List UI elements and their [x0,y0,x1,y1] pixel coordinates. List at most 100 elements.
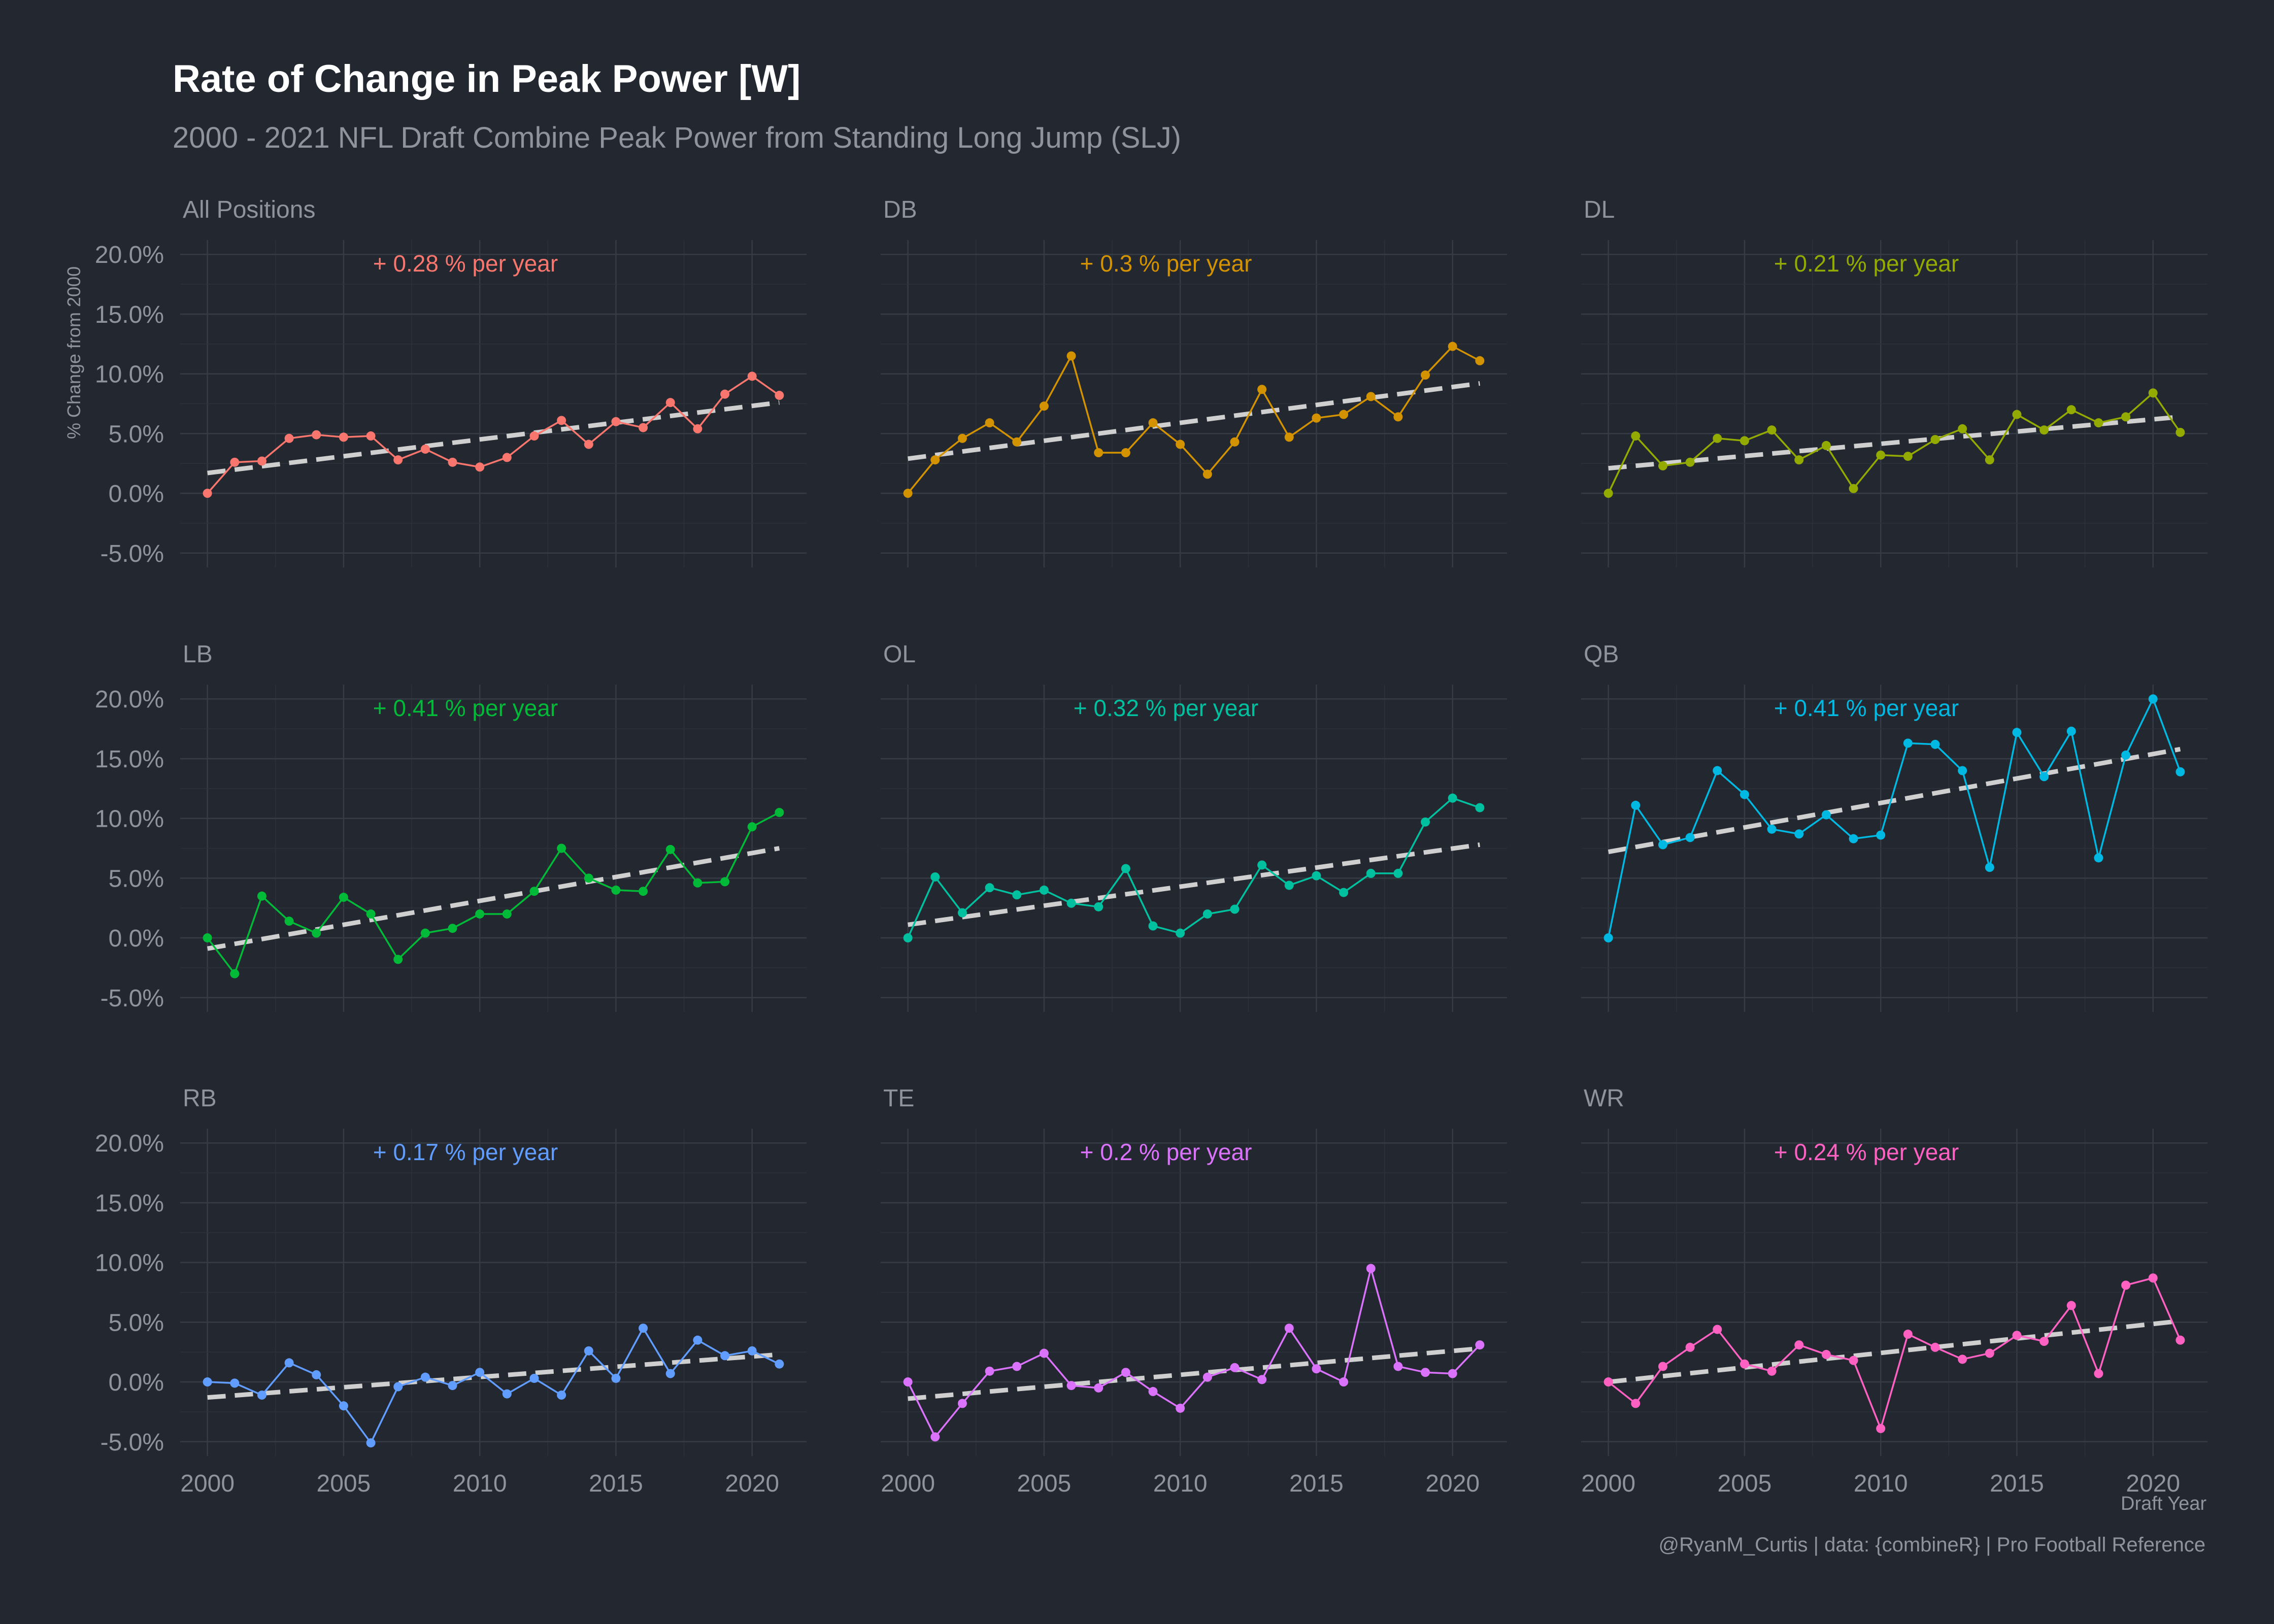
data-point [693,878,703,888]
data-point [420,444,430,454]
data-point [1603,933,1613,943]
data-point [257,1390,266,1400]
data-point [1631,431,1641,441]
data-point [203,489,212,498]
data-point [1849,834,1858,843]
data-point [1475,1340,1485,1350]
data-point [930,455,940,465]
data-point [1821,810,1831,820]
x-tick-label: 2010 [453,1470,507,1497]
data-point [1958,766,1967,775]
data-point [1039,885,1049,895]
data-point [775,1359,784,1369]
data-point [1094,1383,1103,1393]
data-point [720,877,730,887]
data-point [2121,412,2131,422]
data-point [1312,413,1321,423]
x-tick-label: 2005 [1718,1470,1772,1497]
data-point [665,1369,675,1378]
trend-line [908,1346,1480,1401]
data-point [1121,864,1130,873]
data-point [1066,351,1076,361]
data-point [1366,868,1376,878]
data-point [720,389,730,399]
data-point [448,1381,457,1391]
data-point [1876,830,1886,840]
data-point [366,1438,376,1448]
trend-line [207,1352,780,1400]
series-line [207,811,780,975]
data-point [502,453,512,462]
data-point [747,1346,757,1356]
data-point [2094,1369,2103,1378]
facet-panel: OL + 0.32 % per year [881,641,1507,1012]
data-point [475,909,485,919]
data-point [1448,1369,1457,1378]
chart-caption: @RyanM_Curtis | data: {combineR} | Pro F… [1658,1534,2205,1556]
data-point [1631,1399,1641,1408]
y-tick-label: 0.0% [109,925,164,952]
y-tick-label: 10.0% [95,806,164,833]
data-point [1475,803,1485,813]
data-point [1985,455,1994,465]
data-point [747,822,757,832]
data-point [775,391,784,400]
trend-line [1608,747,2181,854]
series-line [907,345,1481,494]
data-point [1603,1377,1613,1387]
data-point [366,909,376,919]
data-point [1366,1264,1376,1273]
data-point [1176,1403,1185,1413]
data-point [985,1366,994,1376]
data-point [1012,890,1022,900]
facet-label: TE [883,1085,914,1112]
data-point [720,1351,730,1361]
data-point [639,887,648,896]
y-tick-label: 0.0% [109,481,164,507]
data-point [257,456,266,466]
data-point [1658,461,1667,470]
data-point [1339,410,1349,419]
rate-annotation: + 0.21 % per year [1774,250,1959,277]
data-point [1121,1368,1130,1377]
x-tick-label: 2020 [725,1470,779,1497]
data-point [1903,452,1913,461]
facet-label: QB [1584,641,1619,668]
data-point [1903,738,1913,748]
data-point [529,431,539,441]
data-point [1230,904,1240,914]
data-point [2176,427,2185,437]
data-point [1876,450,1886,460]
data-point [1740,1359,1749,1369]
facet-label: RB [183,1085,217,1112]
data-point [903,1377,913,1387]
data-point [529,887,539,896]
data-point [448,924,457,933]
rate-annotation: + 0.17 % per year [373,1139,558,1165]
y-tick-label: -5.0% [101,985,164,1012]
x-tick-label: 2020 [2126,1470,2180,1497]
rate-annotation: + 0.41 % per year [373,695,558,721]
y-tick-label: 15.0% [95,746,164,773]
data-point [502,1389,512,1399]
data-point [1930,1342,1940,1352]
x-tick-label: 2000 [180,1470,235,1497]
x-tick-label: 2000 [1581,1470,1635,1497]
data-point [957,908,967,918]
data-point [1094,448,1103,458]
data-point [2066,405,2076,415]
data-point [1930,739,1940,749]
rate-annotation: + 0.2 % per year [1080,1139,1252,1165]
data-point [665,398,675,408]
x-tick-label: 2015 [589,1470,643,1497]
facet-label: OL [883,641,916,668]
data-point [1230,1363,1240,1372]
data-point [2094,418,2103,428]
data-point [2121,750,2131,760]
data-point [1713,1325,1722,1334]
x-tick-label: 2015 [1289,1470,1344,1497]
trend-line [207,846,780,951]
data-point [1985,1348,1994,1358]
